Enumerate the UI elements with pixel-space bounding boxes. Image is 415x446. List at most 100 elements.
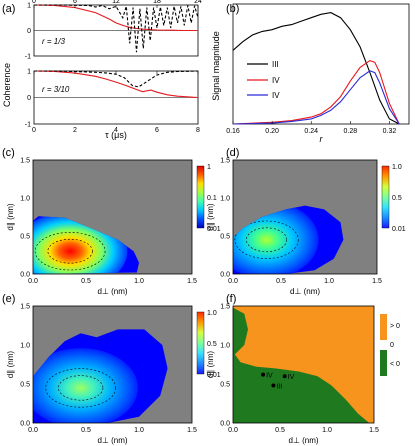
marker-point bbox=[271, 383, 276, 388]
x-tick-label: 0.32 bbox=[383, 128, 397, 135]
x-tick-label: 0.5 bbox=[275, 427, 285, 434]
x-tick-label: 0.16 bbox=[226, 128, 240, 135]
series-line-solid bbox=[33, 70, 199, 99]
panel-label-e: (e) bbox=[2, 293, 15, 305]
panel-b: (b) Signal magnitude r III IV IV 0.16 0.2… bbox=[211, 3, 410, 144]
y-tick-label: 0 bbox=[27, 28, 31, 35]
y-tick-label: 0.5 bbox=[20, 382, 30, 389]
heatmap-peak bbox=[33, 216, 128, 274]
x-tick-label: 1.0 bbox=[324, 278, 334, 285]
contour-line bbox=[234, 220, 299, 259]
x-tick-label: 1.5 bbox=[187, 427, 197, 434]
y-tick-label: -1 bbox=[25, 54, 31, 61]
colorbar-tick-label: 1.0 bbox=[392, 164, 402, 171]
y-tick-label: 0.5 bbox=[20, 234, 30, 241]
legend-swatch-negative bbox=[380, 350, 387, 376]
colorbar-tick-label: 1 bbox=[207, 164, 211, 171]
x-tick-label: 1.5 bbox=[372, 278, 382, 285]
series-line-solid bbox=[33, 4, 198, 32]
y-axis-label: d∥ (nm) bbox=[206, 351, 215, 378]
legend-label-iv-red: IV bbox=[272, 76, 280, 85]
legend-label-positive: > 0 bbox=[390, 323, 400, 330]
panel-label-f: (f) bbox=[226, 293, 236, 305]
x-tick-label: 0 bbox=[32, 127, 36, 134]
x-tick-label: 12 bbox=[112, 0, 120, 5]
y-tick-label: 1 bbox=[27, 69, 31, 76]
marker-point bbox=[282, 374, 287, 379]
heatmap-region bbox=[33, 216, 139, 274]
x-tick-label: 0.0 bbox=[28, 427, 38, 434]
colorbar-tick-label: 0.01 bbox=[207, 226, 221, 233]
x-tick-label: 0.5 bbox=[276, 278, 286, 285]
colorbar bbox=[381, 165, 390, 229]
x-tick-label: 1.5 bbox=[187, 278, 197, 285]
plot-frame bbox=[232, 159, 378, 275]
y-axis-label: d∥ (nm) bbox=[206, 203, 215, 230]
marker-label: III bbox=[276, 384, 282, 391]
y-tick-label: 1.5 bbox=[20, 304, 30, 311]
x-tick-label: 0 bbox=[32, 0, 36, 5]
panel-a-top-plot: r = 1/3 0 6 12 18 24-101 bbox=[25, 0, 202, 61]
y-axis-label: Signal magnitude bbox=[211, 31, 221, 101]
panel-a: (a) r = 1/3 0 6 12 18 24-101 r = 3/10 0 2 4 6 8-… bbox=[2, 0, 202, 140]
colorbar-tick-label: 0.5 bbox=[207, 341, 217, 348]
x-tick-label: 0.5 bbox=[81, 427, 91, 434]
contour-line bbox=[58, 375, 104, 401]
x-tick-label: 24 bbox=[194, 0, 202, 5]
x-axis-label: d⊥ (nm) bbox=[290, 287, 320, 296]
marker-point bbox=[261, 372, 266, 377]
x-axis-label: d⊥ (nm) bbox=[97, 436, 127, 445]
marker-label: IV bbox=[266, 373, 273, 380]
series-line-2 bbox=[232, 70, 400, 125]
x-tick-label: 18 bbox=[153, 0, 161, 5]
y-tick-label: 1.0 bbox=[220, 343, 230, 350]
x-tick-label: 0.24 bbox=[304, 128, 318, 135]
series-line-dashed bbox=[34, 70, 199, 88]
x-tick-label: 0.0 bbox=[28, 278, 38, 285]
contour-line bbox=[47, 238, 93, 264]
negative-region bbox=[233, 307, 370, 423]
panel-d: 0.0 0.5 1.0 1.5 0.0 0.5 1.0 1.5 d⊥ (nm) d∥ (nm) 1.… bbox=[206, 158, 406, 297]
colorbar bbox=[196, 165, 205, 229]
y-axis-label: d∥ (nm) bbox=[6, 351, 15, 378]
legend-label-negative: < 0 bbox=[390, 361, 400, 368]
panel-label-a: (a) bbox=[2, 3, 15, 15]
y-tick-label: 1.0 bbox=[20, 343, 30, 350]
x-tick-label: 1.0 bbox=[134, 278, 144, 285]
contour-line bbox=[45, 368, 116, 408]
y-tick-label: 0.5 bbox=[220, 234, 230, 241]
plot-frame bbox=[32, 159, 193, 275]
legend-label-zero: 0 bbox=[390, 342, 394, 349]
y-tick-label: 0.0 bbox=[220, 272, 230, 279]
y-tick-label: 0.0 bbox=[20, 421, 30, 428]
x-tick-label: 6 bbox=[155, 127, 159, 134]
contour-line bbox=[246, 227, 288, 253]
series-line-1 bbox=[232, 59, 400, 125]
y-tick-label: 1.0 bbox=[220, 196, 230, 203]
legend-label-iii: III bbox=[272, 60, 279, 69]
plot-frame bbox=[232, 3, 410, 125]
y-tick-label: 0.5 bbox=[220, 382, 230, 389]
colorbar-tick-label: 0.01 bbox=[392, 226, 406, 233]
colorbar-tick-label: 0.01 bbox=[207, 372, 221, 379]
x-tick-label: 0.0 bbox=[228, 427, 238, 434]
marker-label: IV bbox=[288, 374, 295, 381]
plot-frame bbox=[232, 305, 375, 424]
y-tick-label: 0 bbox=[27, 95, 31, 102]
x-tick-label: 2 bbox=[73, 127, 77, 134]
panel-e: 0.0 0.5 1.0 1.5 0.0 0.5 1.0 1.5 d⊥ (nm) d∥ (nm) 1.… bbox=[6, 304, 221, 446]
y-tick-label: 1.5 bbox=[20, 158, 30, 165]
y-tick-label: 1.5 bbox=[220, 304, 230, 311]
x-axis-label: r bbox=[320, 134, 324, 144]
panel-label-d: (d) bbox=[226, 147, 239, 159]
y-tick-label: 1.0 bbox=[20, 196, 30, 203]
x-tick-label: 6 bbox=[73, 0, 77, 5]
legend-swatch-positive bbox=[380, 314, 387, 340]
panel-label-c: (c) bbox=[2, 147, 15, 159]
x-tick-label: 8 bbox=[196, 127, 200, 134]
subplot-annotation: r = 3/10 bbox=[42, 85, 70, 94]
y-axis-label: Coherence bbox=[2, 63, 12, 107]
series-line-0 bbox=[232, 12, 400, 125]
